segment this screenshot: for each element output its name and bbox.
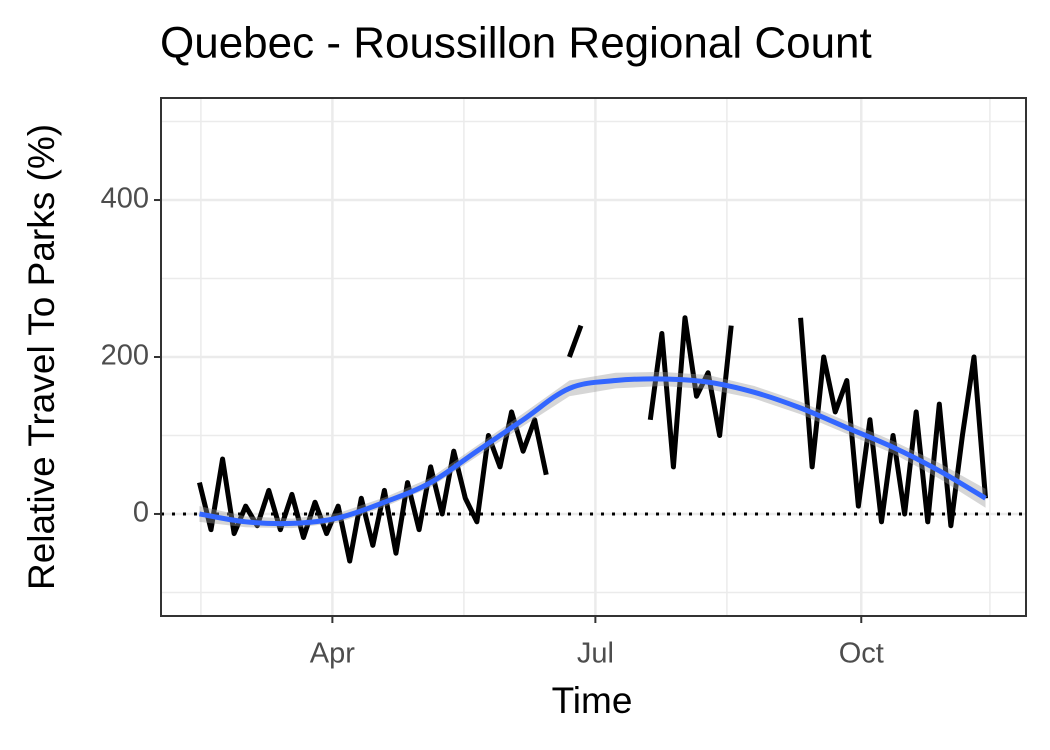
y-tick-label: 200 — [101, 340, 149, 372]
data-line — [567, 324, 584, 358]
smooth-line — [199, 376, 987, 527]
x-tick-label: Jul — [577, 638, 614, 670]
data-line — [647, 315, 734, 470]
y-tick-label: 0 — [133, 497, 149, 529]
x-tick-label: Oct — [839, 638, 884, 670]
chart-title: Quebec - Roussillon Regional Count — [160, 19, 872, 68]
panel-border — [160, 97, 1027, 617]
y-tick-label: 400 — [101, 183, 149, 215]
x-axis-title: Time — [552, 680, 633, 721]
data-line — [197, 409, 549, 564]
y-axis-title: Relative Travel To Parks (%) — [21, 124, 62, 590]
plot-area — [154, 97, 1027, 623]
data-line — [798, 317, 989, 529]
x-tick-label: Apr — [310, 638, 355, 670]
